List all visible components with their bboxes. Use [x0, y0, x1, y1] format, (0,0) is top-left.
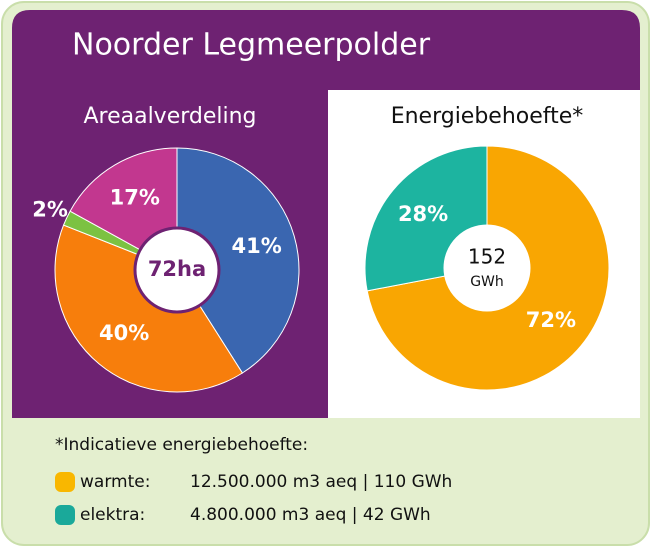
footnote-title: *Indicatieve energiebehoefte:: [55, 435, 308, 455]
center-label: 152: [468, 245, 506, 269]
center-hole: [133, 226, 221, 314]
value-label: 40%: [99, 321, 149, 345]
value-label: 28%: [398, 202, 448, 226]
legend-text: 4.800.000 m3 aeq | 42 GWh: [190, 505, 431, 525]
pie-slice: [54, 224, 244, 393]
chart-title: Areaalverdeling: [83, 104, 256, 129]
value-label: 2%: [32, 197, 68, 221]
legend-swatch: [55, 505, 75, 525]
pie-slice: [176, 147, 300, 374]
center-hole: [443, 224, 531, 312]
legend-name: warmte:: [80, 472, 150, 492]
center-sublabel: GWh: [470, 274, 504, 290]
value-label: 41%: [232, 234, 282, 258]
legend-name: elektra:: [80, 505, 145, 525]
chart-title: Energiebehoefte*: [391, 104, 584, 129]
page-title: Noorder Legmeerpolder: [72, 28, 431, 63]
legend-text: 12.500.000 m3 aeq | 110 GWh: [190, 472, 452, 492]
value-label: 72%: [526, 308, 576, 332]
center-label: 72ha: [148, 257, 206, 281]
legend-swatch: [55, 472, 75, 492]
value-label: 17%: [110, 186, 160, 210]
